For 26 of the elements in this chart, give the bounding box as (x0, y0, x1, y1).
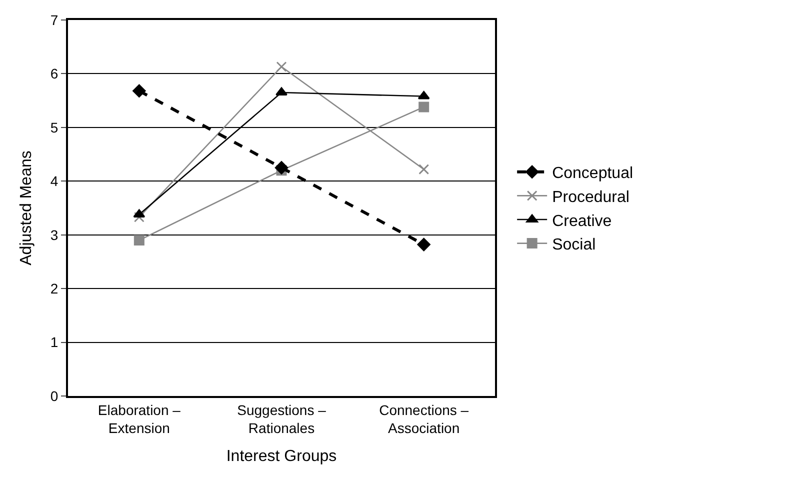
y-tick-label: 6 (50, 66, 58, 82)
legend-label: Procedural (552, 188, 630, 206)
point (276, 87, 288, 96)
legend-label: Creative (552, 212, 612, 230)
point (417, 238, 430, 252)
y-axis-title: Adjusted Means (18, 150, 35, 266)
legend-label: Social (552, 236, 596, 254)
x-tick-label: Suggestions – Rationales (237, 402, 326, 436)
x-tick-label: Connections – Association (379, 402, 469, 436)
point (418, 102, 430, 112)
y-tick-label: 5 (50, 119, 58, 136)
y-tick-label: 4 (50, 173, 58, 190)
legend-label: Conceptual (552, 165, 634, 182)
point (134, 212, 144, 222)
point (132, 84, 146, 98)
y-tick-label: 0 (50, 388, 58, 404)
y-tick-label: 7 (50, 12, 58, 28)
point (276, 61, 287, 72)
x-axis-title: Interest Groups (226, 448, 337, 466)
x-tick-label: Elaboration – Extension (98, 402, 181, 436)
y-tick-label: 3 (50, 226, 58, 243)
y-tick-label: 1 (50, 334, 58, 350)
point (134, 234, 144, 246)
point (418, 164, 430, 175)
point (274, 161, 288, 174)
y-tick-label: 2 (50, 280, 58, 296)
